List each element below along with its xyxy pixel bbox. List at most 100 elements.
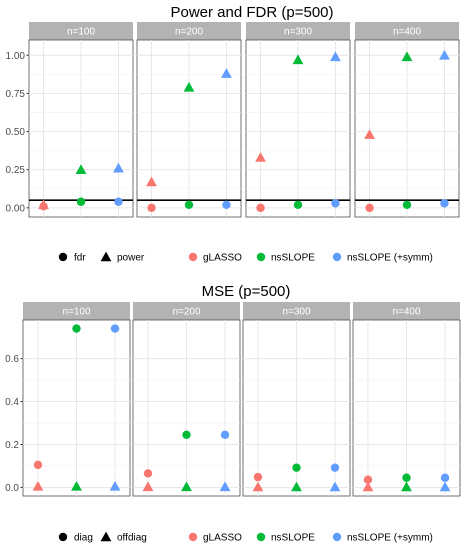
nsslope-symm-power-point — [113, 162, 124, 173]
facet-panel-n=300: n=300 — [245, 22, 351, 218]
glasso-power-point — [146, 176, 157, 187]
nsslope-fdr-point — [184, 200, 194, 209]
facet-strip-label: n=300 — [284, 27, 313, 38]
nsslope-power-point — [292, 54, 304, 65]
facet-panel-n=400: n=400 — [354, 22, 460, 218]
nsslope-symm-offdiag-point — [219, 481, 231, 492]
facet-strip-label: n=200 — [172, 307, 201, 318]
facet-strip-label: n=300 — [282, 307, 311, 318]
nsslope-fdr-point — [76, 197, 86, 206]
nsslope-power-point — [75, 164, 87, 175]
nsslope-symm-offdiag-point — [109, 480, 121, 491]
facet-strip — [29, 22, 133, 40]
nsslope-offdiag-point — [291, 481, 302, 492]
glasso-diag-point — [253, 472, 263, 482]
nsslope-fdr-point — [402, 200, 412, 209]
nsslope-symm-power-point — [330, 51, 341, 62]
legend-key-offdiag — [100, 531, 112, 542]
legend-label-glasso: gLASSO — [203, 253, 242, 264]
facet-strip — [23, 302, 130, 320]
power-fdr-chart: Power and FDR (p=500) 0.00 0.25 0.50 0.75 1.… — [6, 4, 460, 264]
y-axis: 0.0 0.2 0.4 0.6 — [5, 354, 23, 494]
facet-strip-label: n=100 — [62, 307, 91, 318]
nsslope-fdr-point — [293, 200, 303, 209]
glasso-power-point — [364, 129, 375, 139]
nsslope-symm-offdiag-point — [329, 481, 341, 492]
y-tick-label: 0.4 — [5, 397, 19, 408]
glasso-diag-point — [33, 460, 43, 470]
legend-key-power — [100, 251, 112, 262]
y-tick-label: 0.6 — [5, 354, 19, 365]
legend-key-diag — [58, 532, 68, 542]
y-tick-label: 0.00 — [6, 203, 26, 214]
legend-label-power: power — [117, 253, 145, 264]
facet-panel-n=100: n=100 — [28, 22, 134, 218]
facet-panels: n=100 n=200 n=300 n=400 — [22, 302, 461, 497]
nsslope-symm-power-point — [439, 49, 450, 60]
facet-panel-n=300: n=300 — [242, 302, 351, 497]
glasso-power-point — [255, 152, 266, 162]
legend-label-offdiag: offdiag — [117, 533, 147, 544]
legend-key-nsslope — [256, 252, 266, 262]
facet-panel-n=400: n=400 — [352, 302, 461, 497]
nsslope-symm-diag-point — [440, 473, 450, 482]
facet-strip — [243, 302, 350, 320]
legend-key-glasso — [188, 532, 198, 542]
y-tick-label: 0.2 — [5, 440, 19, 451]
legend-label-glasso: gLASSO — [203, 533, 242, 544]
glasso-offdiag-point — [32, 480, 44, 491]
facet-strip — [246, 22, 350, 40]
y-tick-label: 0.0 — [5, 483, 19, 494]
glasso-offdiag-point — [142, 481, 154, 492]
nsslope-symm-fdr-point — [114, 197, 123, 206]
nsslope-symm-diag-point — [220, 430, 230, 440]
y-tick-label: 0.50 — [6, 127, 26, 138]
chart-title: Power and FDR (p=500) — [171, 4, 334, 21]
facet-strip-label: n=400 — [393, 27, 422, 38]
nsslope-symm-diag-point — [110, 324, 120, 333]
facet-strip — [353, 302, 460, 320]
nsslope-power-point — [183, 81, 195, 92]
legend-key-nsslope-symm — [332, 252, 342, 262]
legend: fdr power gLASSO nsSLOPE nsSLOPE (+symm) — [58, 251, 433, 264]
glasso-fdr-point — [147, 203, 156, 213]
y-tick-label: 1.00 — [6, 51, 26, 62]
nsslope-diag-point — [402, 473, 411, 482]
glasso-diag-point — [143, 469, 153, 478]
nsslope-symm-diag-point — [330, 463, 340, 472]
nsslope-offdiag-point — [71, 480, 82, 491]
facet-panel-n=200: n=200 — [132, 302, 241, 497]
facet-strip — [137, 22, 241, 40]
facet-strip-label: n=400 — [392, 307, 421, 318]
legend-label-diag: diag — [74, 533, 93, 544]
glasso-offdiag-point — [362, 481, 374, 492]
nsslope-symm-fdr-point — [440, 199, 449, 208]
facet-panel-n=100: n=100 — [22, 302, 131, 497]
legend: diag offdiag gLASSO nsSLOPE nsSLOPE (+symm) — [58, 531, 433, 544]
facet-panels: n=100 n=200 n=300 n=400 — [28, 22, 460, 218]
nsslope-power-point — [401, 51, 413, 62]
nsslope-symm-fdr-point — [222, 200, 231, 209]
nsslope-diag-point — [72, 324, 81, 333]
mse-chart: MSE (p=500) 0.0 0.2 0.4 0.6 n=100 n=200 n=300… — [5, 283, 461, 544]
chart-title: MSE (p=500) — [202, 283, 291, 300]
legend-label-fdr: fdr — [74, 253, 86, 264]
glasso-offdiag-point — [252, 481, 264, 492]
y-tick-label: 0.25 — [6, 165, 26, 176]
y-tick-label: 0.75 — [6, 89, 26, 100]
nsslope-symm-offdiag-point — [439, 481, 451, 492]
glasso-power-point — [38, 199, 49, 210]
legend-label-nsslope-symm: nsSLOPE (+symm) — [347, 533, 433, 544]
glasso-fdr-point — [365, 203, 374, 213]
glasso-fdr-point — [256, 203, 265, 213]
y-axis: 0.00 0.25 0.50 0.75 1.00 — [6, 51, 29, 214]
facet-strip — [133, 302, 240, 320]
legend-key-fdr — [58, 252, 68, 262]
legend-label-nsslope: nsSLOPE — [271, 533, 315, 544]
facet-strip-label: n=100 — [67, 27, 96, 38]
legend-label-nsslope: nsSLOPE — [271, 253, 315, 264]
nsslope-symm-power-point — [221, 68, 232, 78]
nsslope-offdiag-point — [181, 481, 192, 492]
nsslope-diag-point — [182, 430, 191, 440]
